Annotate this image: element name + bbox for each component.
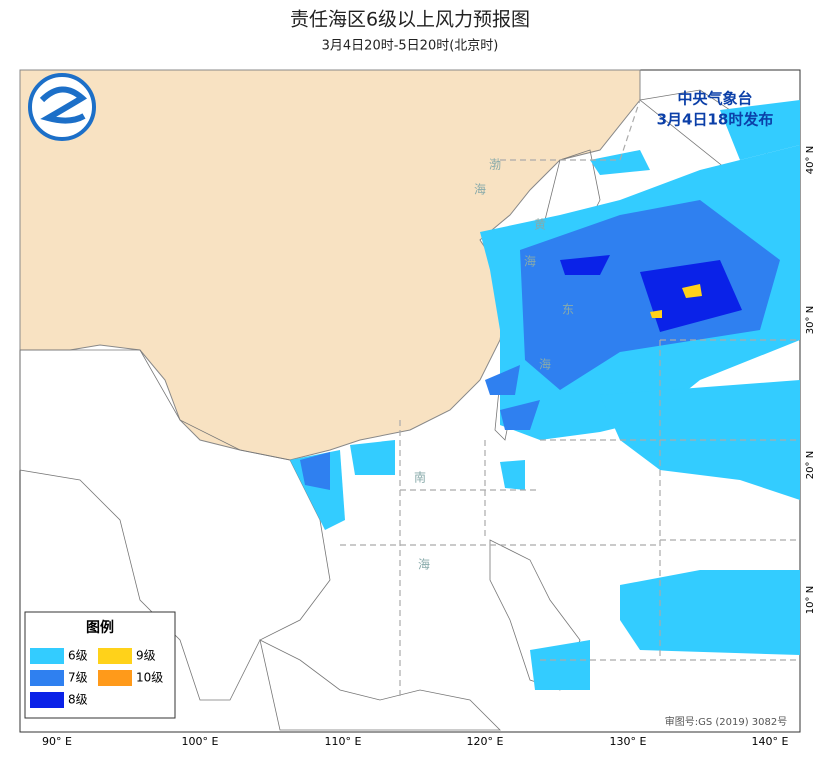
title: 责任海区6级以上风力预报图	[290, 9, 530, 31]
legend-label: 9级	[136, 649, 156, 663]
logo	[28, 73, 96, 141]
wind-area	[560, 255, 610, 275]
wind-area	[500, 460, 525, 490]
latitude-label: 30° N	[805, 306, 816, 334]
longitude-label: 130° E	[610, 735, 647, 748]
sea-label: 南	[414, 470, 426, 485]
sea-label: 海	[474, 182, 486, 197]
sea-label: 黄	[534, 218, 546, 232]
legend-label: 10级	[136, 671, 163, 685]
latitude-label: 40° N	[805, 146, 816, 174]
legend-swatch	[30, 692, 64, 708]
sea-label: 海	[539, 357, 551, 372]
legend-swatch	[98, 648, 132, 664]
wind-area	[300, 452, 330, 490]
wind-area	[590, 150, 650, 175]
land	[19, 69, 781, 731]
sea-label: 渤	[489, 158, 501, 172]
agency: 中央气象台	[677, 90, 752, 108]
legend-title: 图例	[86, 619, 114, 636]
sea-label: 海	[418, 557, 430, 572]
longitude-label: 120° E	[467, 735, 504, 748]
wind-area	[650, 310, 662, 318]
wind-area	[720, 100, 800, 160]
legend-swatch	[30, 648, 64, 664]
sea-label: 东	[562, 303, 574, 317]
sea-label: 海	[524, 254, 536, 269]
subtitle: 3月4日20时-5日20时(北京时)	[322, 39, 499, 54]
legend: 图例 6级 7级 8级 9级 10级	[24, 611, 176, 719]
latitude-label: 10° N	[805, 586, 816, 614]
wind-area	[620, 570, 800, 655]
wind-areas	[290, 100, 800, 690]
legend-swatch	[98, 670, 132, 686]
legend-label: 6级	[68, 649, 88, 663]
latitude-label: 20° N	[805, 451, 816, 479]
wind-area	[530, 640, 590, 690]
longitude-label: 140° E	[752, 735, 789, 748]
legend-label: 8级	[68, 693, 88, 707]
wind-area	[485, 365, 520, 395]
legend-label: 7级	[68, 671, 88, 685]
wind-area	[500, 400, 540, 430]
legend-swatch	[30, 670, 64, 686]
longitude-label: 90° E	[42, 735, 72, 748]
wind-area	[682, 284, 702, 298]
wind-area	[350, 440, 395, 475]
longitude-label: 100° E	[182, 735, 219, 748]
approval-number: 审图号:GS (2019) 3082号	[665, 715, 788, 728]
longitude-label: 110° E	[325, 735, 362, 748]
issue-time: 3月4日18时发布	[657, 111, 774, 129]
sea-zones	[340, 99, 800, 700]
